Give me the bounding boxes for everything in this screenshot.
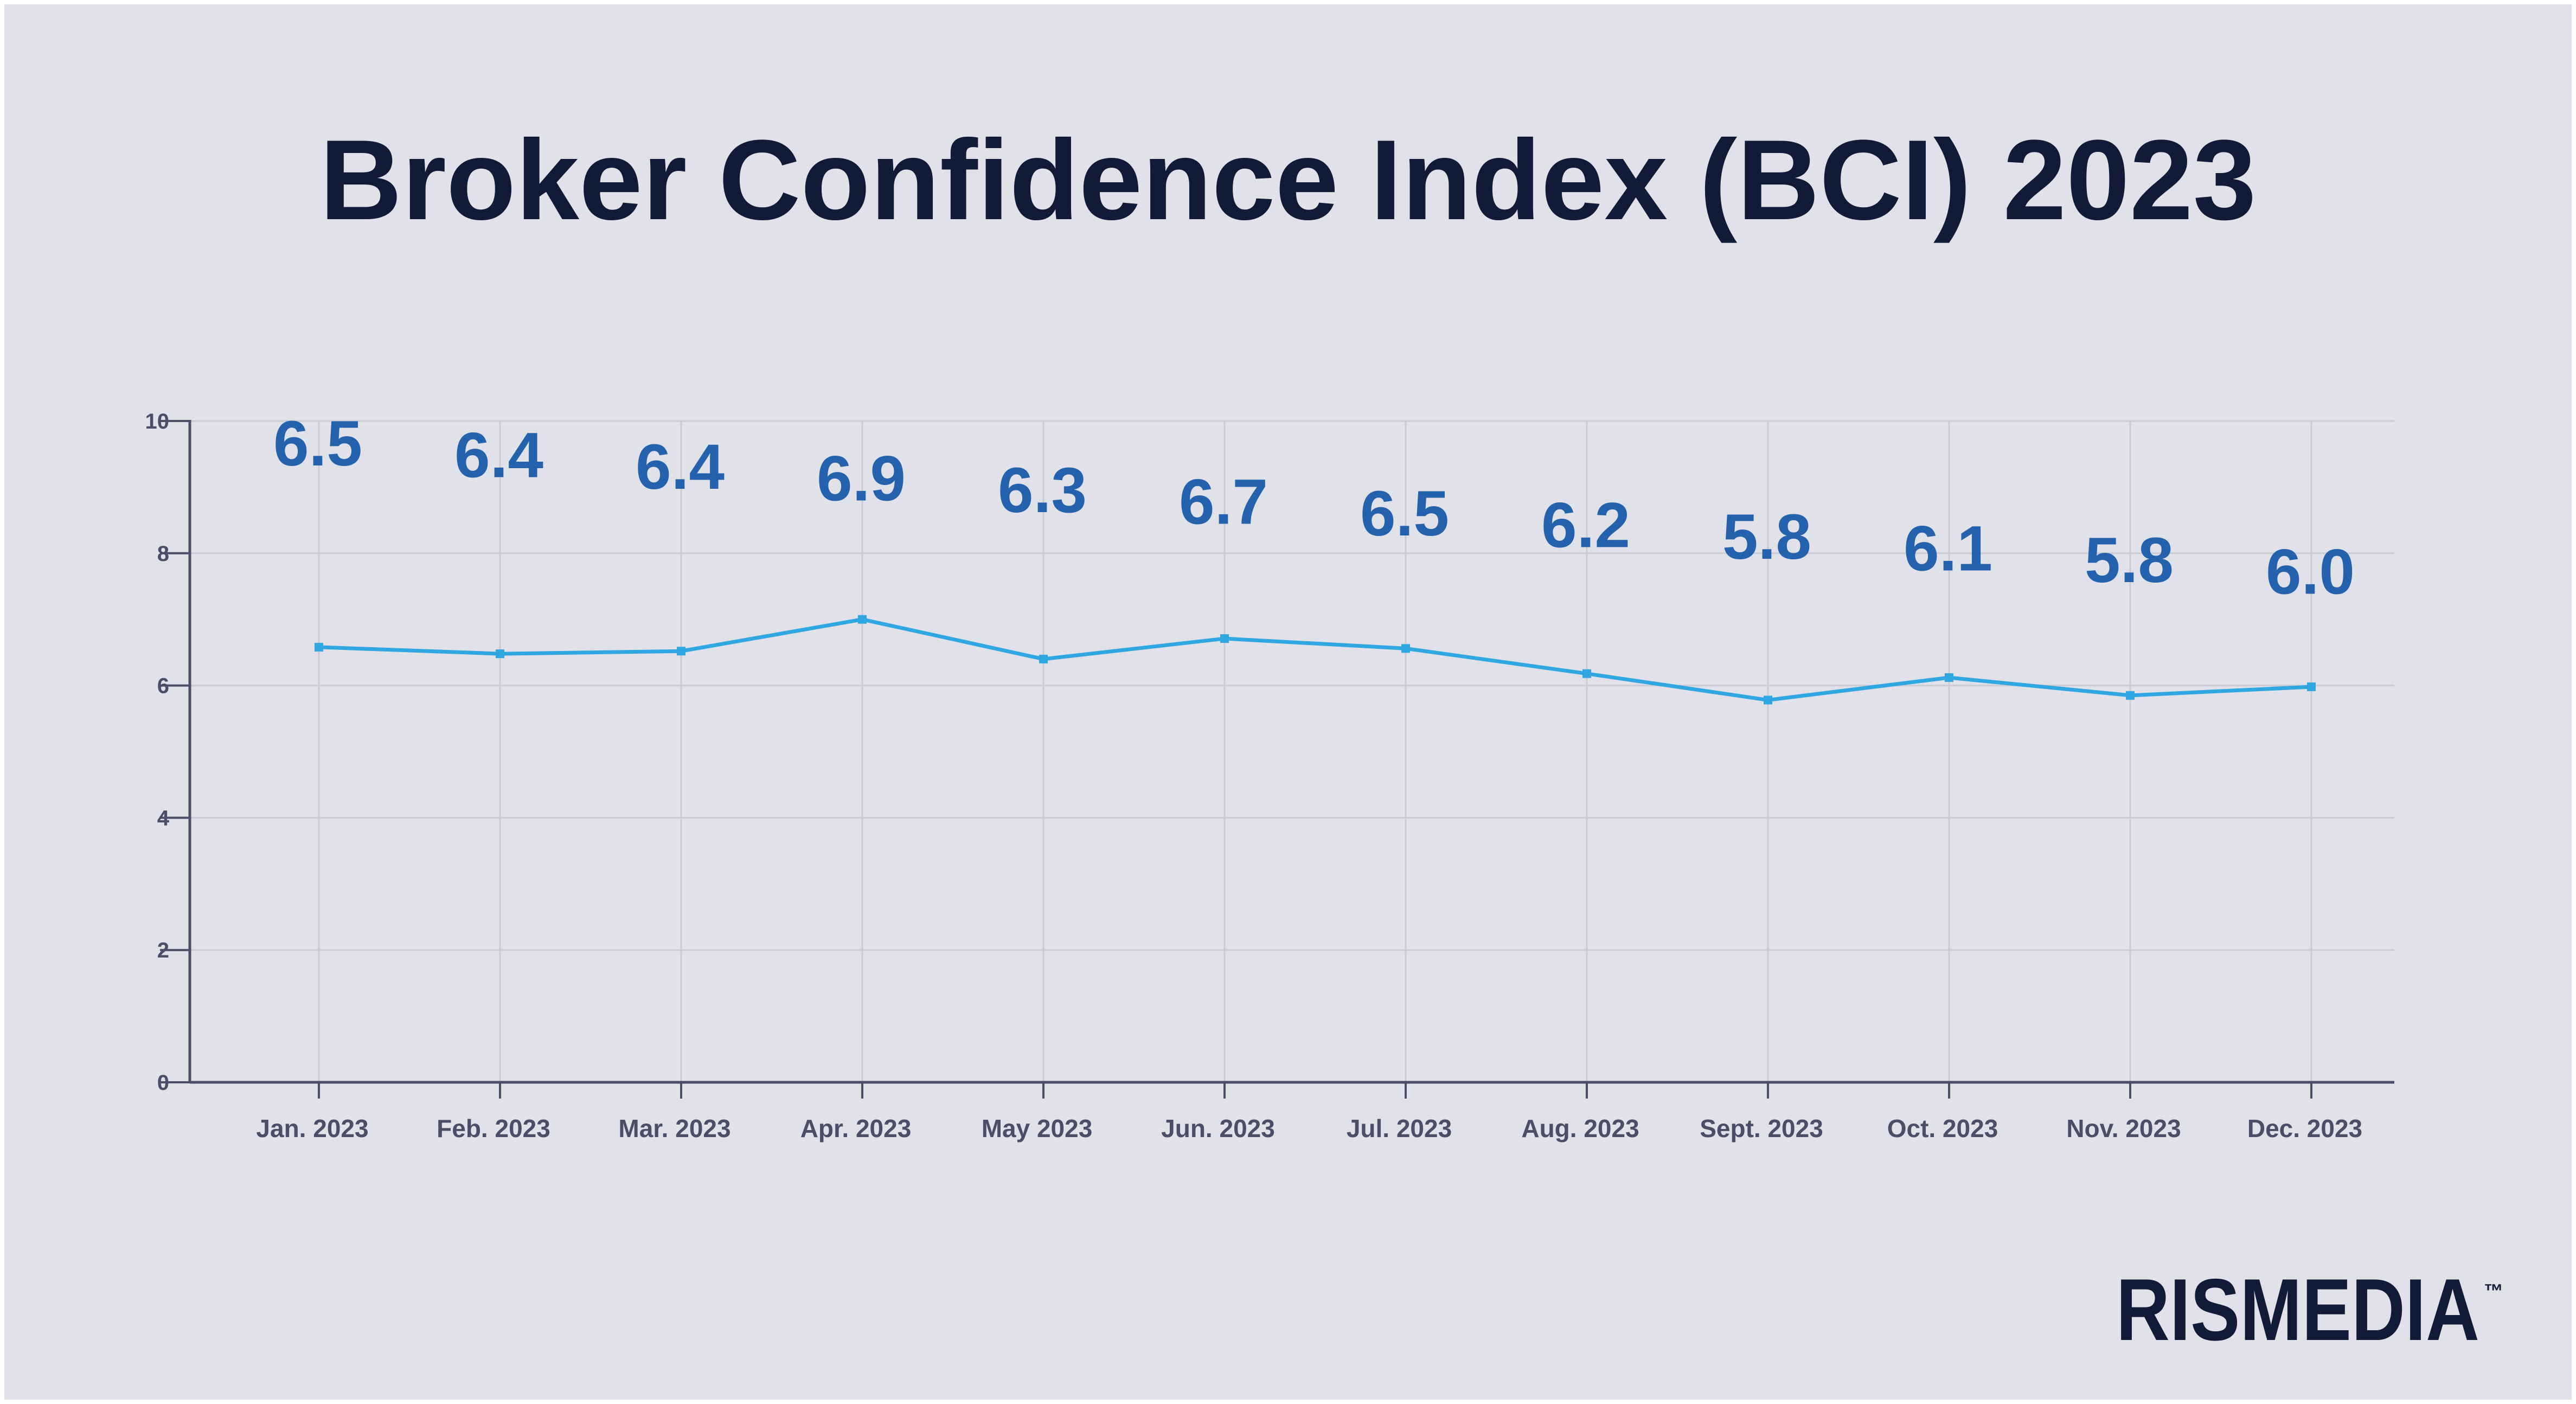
data-label: 5.8 bbox=[2085, 525, 2174, 596]
data-point bbox=[858, 615, 867, 624]
data-label: 6.3 bbox=[998, 455, 1087, 526]
data-label: 6.0 bbox=[2266, 537, 2355, 608]
y-axis-ticks: 0 2 4 6 8 10 bbox=[145, 410, 190, 1095]
data-point bbox=[1220, 634, 1229, 643]
data-point bbox=[1945, 673, 1953, 682]
y-tick-label: 10 bbox=[145, 410, 170, 433]
data-label: 6.4 bbox=[636, 431, 725, 503]
x-tick-label: Aug. 2023 bbox=[1521, 1114, 1639, 1143]
axes bbox=[188, 420, 2394, 1084]
x-tick-label: Feb. 2023 bbox=[437, 1114, 550, 1143]
data-point bbox=[2126, 691, 2135, 700]
rismedia-logo: RISMEDIA ™ bbox=[2116, 1261, 2503, 1359]
x-tick-label: Jul. 2023 bbox=[1347, 1114, 1452, 1143]
data-label: 6.2 bbox=[1541, 490, 1630, 561]
data-series bbox=[315, 615, 2316, 705]
data-point bbox=[1039, 654, 1048, 663]
data-label: 6.4 bbox=[454, 420, 543, 492]
data-point bbox=[315, 642, 323, 652]
y-tick-label: 2 bbox=[157, 939, 169, 962]
data-label: 5.8 bbox=[1722, 501, 1811, 573]
x-tick-label: Jun. 2023 bbox=[1161, 1114, 1275, 1143]
y-tick-label: 0 bbox=[157, 1071, 169, 1095]
data-point bbox=[496, 649, 504, 659]
data-label: 6.5 bbox=[273, 408, 362, 480]
data-label: 6.9 bbox=[817, 443, 906, 515]
chart-title: Broker Confidence Index (BCI) 2023 bbox=[320, 116, 2257, 244]
x-tick-label: Dec. 2023 bbox=[2247, 1114, 2362, 1143]
data-point bbox=[1582, 669, 1591, 678]
x-tick-label: Nov. 2023 bbox=[2066, 1114, 2181, 1143]
grid bbox=[190, 420, 2394, 1082]
logo-trademark: ™ bbox=[2484, 1280, 2503, 1302]
x-tick-label: Jan. 2023 bbox=[256, 1114, 368, 1143]
data-point bbox=[677, 647, 685, 656]
data-label: 6.7 bbox=[1179, 467, 1268, 538]
x-tick-label: Mar. 2023 bbox=[618, 1114, 730, 1143]
y-tick-label: 4 bbox=[157, 806, 170, 830]
data-point bbox=[1764, 695, 1772, 705]
y-tick-label: 6 bbox=[157, 674, 169, 698]
x-axis-ticks: Jan. 2023 Feb. 2023 Mar. 2023 Apr. 2023 May … bbox=[256, 1082, 2362, 1143]
logo-wordmark: RISMEDIA bbox=[2116, 1261, 2479, 1359]
data-labels: 6.5 6.4 6.4 6.9 6.3 6.7 6.5 6.2 5.8 6.1 5.8 6.0 bbox=[273, 408, 2355, 608]
x-tick-label: Sept. 2023 bbox=[1700, 1114, 1823, 1143]
data-label: 6.5 bbox=[1360, 478, 1449, 550]
x-tick-label: Apr. 2023 bbox=[800, 1114, 912, 1143]
x-tick-label: May 2023 bbox=[982, 1114, 1093, 1143]
series-line bbox=[317, 617, 2314, 702]
data-label: 6.1 bbox=[1904, 513, 1992, 585]
y-tick-label: 8 bbox=[157, 542, 169, 566]
data-point bbox=[2307, 682, 2316, 692]
x-tick-label: Oct. 2023 bbox=[1887, 1114, 1998, 1143]
data-point bbox=[1401, 644, 1410, 653]
